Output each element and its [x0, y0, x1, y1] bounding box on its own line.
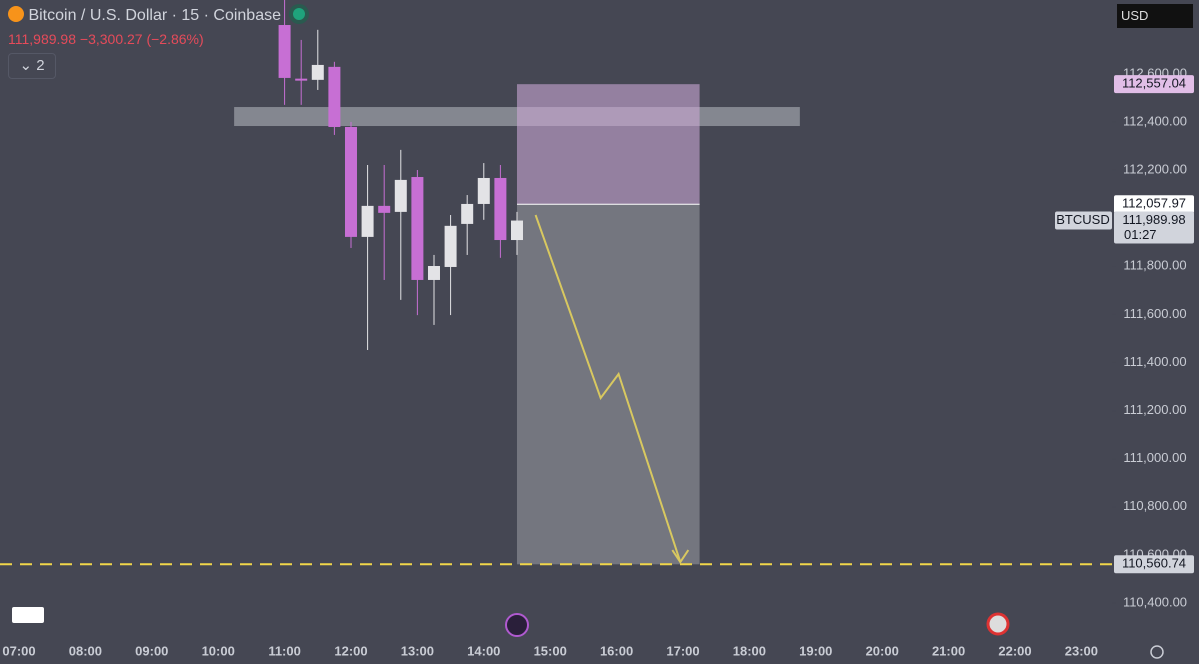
candle-body	[295, 78, 308, 81]
y-tick-label: 110,800.00	[1123, 498, 1187, 513]
candle-body	[427, 266, 440, 280]
y-tick-label: 112,200.00	[1123, 161, 1187, 176]
x-tick-label: 22:00	[998, 643, 1031, 658]
candle-body	[477, 177, 490, 204]
price-label-bg	[1114, 195, 1194, 214]
x-tick-label: 18:00	[733, 643, 766, 658]
symbol-label: BTCUSD	[1056, 212, 1109, 227]
price-label: 112,557.04	[1122, 76, 1186, 91]
flag-icon	[986, 612, 1010, 636]
x-tick-label: 12:00	[334, 643, 367, 658]
symbol-title[interactable]: Bitcoin / U.S. Dollar · 15 · Coinbase	[28, 7, 281, 24]
x-tick-label: 11:00	[268, 643, 301, 658]
forecast-arrow	[534, 214, 682, 563]
candle-body	[344, 126, 357, 237]
x-tick-label: 21:00	[932, 643, 965, 658]
x-tick-label: 09:00	[135, 643, 168, 658]
countdown: 01:27	[1124, 227, 1157, 242]
target-box	[516, 204, 700, 565]
x-tick-label: 17:00	[666, 643, 699, 658]
indicators-toggle[interactable]: ⌄ 2	[8, 53, 56, 79]
candle-body	[378, 205, 391, 213]
candle-body	[494, 177, 507, 241]
last-price: 111,989.98	[8, 31, 76, 47]
candle-body	[394, 179, 407, 212]
settings-icon	[1150, 645, 1164, 659]
candle-body	[328, 66, 341, 127]
x-tick-label: 19:00	[799, 643, 832, 658]
price-label: 111,989.98	[1122, 212, 1185, 227]
candle-body	[361, 205, 374, 237]
market-status	[293, 8, 306, 20]
candle-body	[278, 25, 291, 78]
y-tick-label: 112,400.00	[1123, 113, 1187, 128]
y-tick-label: 111,600.00	[1123, 306, 1186, 321]
price-label-bg	[1114, 75, 1194, 94]
tv-logo	[12, 607, 44, 623]
y-tick-label: 111,400.00	[1123, 354, 1186, 369]
price-label-bg	[1114, 555, 1194, 574]
x-tick-label: 15:00	[534, 643, 567, 658]
price-label: 110,560.74	[1122, 556, 1186, 571]
header: Bitcoin / U.S. Dollar · 15 · Coinbase 11…	[8, 6, 306, 79]
x-tick-label: 10:00	[202, 643, 235, 658]
candle-body	[311, 64, 324, 80]
x-tick-label: 14:00	[467, 643, 500, 658]
change: −3,300.27	[79, 31, 143, 47]
x-tick-label: 23:00	[1065, 643, 1098, 658]
price-row: 111,989.98 −3,300.27 (−2.86%)	[8, 31, 305, 47]
candle-body	[411, 177, 424, 280]
indicators-count: 2	[36, 57, 45, 74]
candle-body	[461, 203, 474, 224]
y-tick-label: 111,800.00	[1123, 258, 1186, 273]
x-tick-label: 20:00	[866, 643, 899, 658]
btc-icon	[8, 6, 24, 22]
price-label-bg	[1114, 211, 1194, 244]
y-tick-label: 111,000.00	[1123, 450, 1186, 465]
x-tick-label: 08:00	[69, 643, 102, 658]
x-tick-label: 13:00	[401, 643, 434, 658]
y-tick-label: 111,200.00	[1123, 402, 1186, 417]
event-icon	[505, 613, 529, 637]
currency-select[interactable]: USD	[1117, 4, 1193, 28]
stop-box	[516, 84, 700, 205]
candle-body	[444, 225, 457, 267]
x-tick-label: 16:00	[600, 643, 633, 658]
candle-body	[510, 220, 523, 241]
price-label: 112,057.97	[1122, 196, 1186, 211]
x-tick-label: 07:00	[2, 643, 35, 658]
y-tick-label: 110,400.00	[1123, 594, 1187, 609]
arrow-head	[671, 549, 690, 564]
change-pct: (−2.86%)	[146, 31, 204, 47]
symbol-bg	[1055, 211, 1112, 230]
